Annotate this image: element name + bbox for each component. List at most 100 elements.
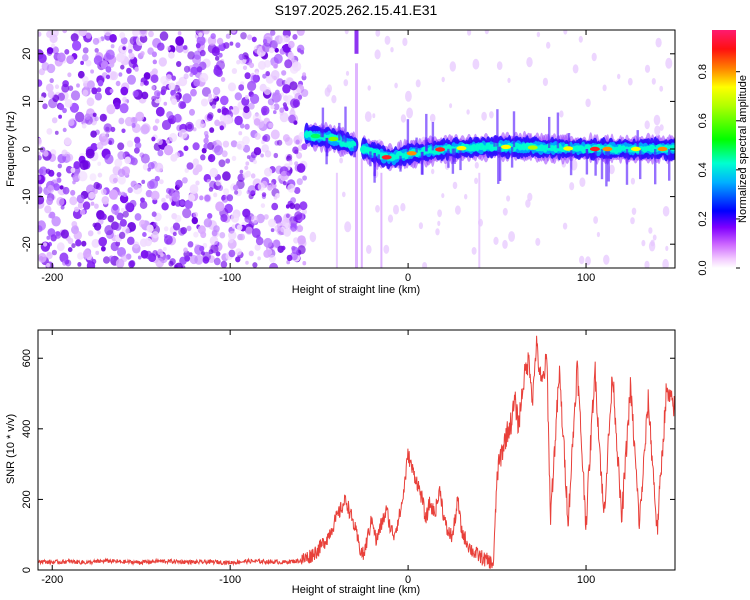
spectrogram-faint-blob: [585, 98, 591, 108]
spectrogram-noise-blob: [195, 164, 203, 173]
spectrogram-noise-blob: [140, 250, 149, 259]
spectrogram-noise-blob: [100, 188, 107, 196]
spectrogram-noise-blob: [127, 187, 133, 194]
spectrogram-noise-blob: [180, 152, 184, 157]
spectrogram-noise-blob: [204, 134, 209, 139]
spectrogram-noise-blob: [302, 72, 307, 77]
spectrogram-noise-blob: [268, 218, 276, 228]
spectrogram-faint-blob: [579, 255, 585, 265]
spectrogram-noise-blob: [231, 224, 236, 229]
spectrogram-noise-blob: [197, 225, 206, 235]
spectrogram-noise-blob: [238, 84, 245, 91]
spectrogram-signal-spike: [625, 149, 629, 185]
spectrogram-noise-blob: [104, 225, 114, 236]
spectrogram-noise-blob: [142, 232, 147, 237]
spectrogram-noise-blob: [118, 72, 123, 77]
spectrogram-noise-blob: [290, 197, 296, 204]
spectrogram-noise-blob: [71, 221, 78, 228]
spectrogram-noise-blob: [265, 71, 271, 77]
spectrogram-signal-spike: [548, 116, 551, 148]
spectrogram-noise-blob: [58, 103, 65, 111]
spectrogram-noise-blob: [149, 178, 159, 189]
spectrogram-noise-blob: [234, 190, 239, 195]
spectrogram-noise-blob: [211, 104, 216, 109]
spectrogram-noise-blob: [175, 43, 184, 53]
spectrogram-faint-blob: [569, 182, 575, 191]
spectrogram-faint-blob: [572, 64, 579, 74]
spectrogram-noise-blob: [96, 87, 102, 93]
spectrogram-noise-blob: [119, 219, 127, 227]
spectrogram-noise-blob: [80, 60, 84, 65]
spectrogram-noise-blob: [163, 226, 169, 232]
spectrogram-signal-spike: [668, 149, 671, 181]
spectrogram-noise-blob: [260, 105, 270, 116]
spectrogram-noise-blob: [238, 131, 243, 136]
spectrogram-faint-blob: [375, 30, 381, 37]
spectrogram-noise-blob: [184, 168, 189, 173]
spectrogram-noise-blob: [92, 37, 100, 45]
spectrogram-noise-blob: [120, 86, 129, 96]
spectrogram-faint-blob: [536, 31, 541, 38]
spectrogram-faint-blob: [508, 231, 515, 242]
spectrogram-noise-blob: [195, 118, 205, 129]
spectrogram-noise-blob: [215, 68, 223, 78]
spectrogram-noise-blob: [150, 74, 159, 83]
spectrogram-noise-blob: [97, 172, 103, 178]
spectrogram-noise-blob: [82, 54, 89, 62]
spectrogram-noise-blob: [117, 151, 126, 160]
spectrogram-noise-blob: [150, 190, 160, 201]
spectrogram-noise-blob: [207, 142, 215, 150]
spectrogram-signal-spike: [353, 145, 356, 158]
spectrogram-noise-blob: [108, 140, 113, 145]
spectrogram-noise-blob: [274, 47, 279, 53]
spectrogram-noise-blob: [192, 127, 197, 132]
spectrogram-noise-blob: [291, 227, 296, 233]
spectrogram-noise-blob: [126, 67, 132, 74]
spectrogram-noise-blob: [163, 246, 167, 252]
spectrogram-signal-spike: [451, 148, 455, 174]
spectrogram-noise-blob: [90, 201, 95, 206]
spectrogram-hotspot: [501, 144, 511, 150]
spectrogram-noise-blob: [156, 92, 161, 97]
spectrogram-noise-blob: [157, 138, 163, 145]
spectrogram-noise-blob: [207, 213, 213, 219]
spectrogram-noise-blob: [151, 51, 157, 58]
spectrogram-noise-blob: [254, 132, 261, 140]
spectrogram-y-tick-label: -10: [21, 189, 33, 205]
spectrogram-noise-blob: [294, 161, 299, 166]
spectrogram-faint-blob: [579, 177, 586, 187]
spectrogram-faint-blob: [602, 84, 607, 92]
spectrogram-noise-blob: [43, 242, 48, 247]
spectrogram-noise-blob: [38, 151, 41, 157]
spectrogram-noise-blob: [81, 123, 87, 129]
spectrogram-y-tick-label: 0: [21, 146, 33, 152]
spectrogram-noise-blob: [117, 191, 122, 196]
spectrogram-noise-blob: [137, 255, 142, 260]
snr-x-tick-label: -100: [219, 574, 241, 586]
spectrogram-noise-blob: [46, 197, 53, 206]
spectrogram-noise-blob: [153, 222, 158, 227]
spectrogram-noise-blob: [273, 53, 283, 64]
spectrogram-noise-blob: [273, 239, 281, 248]
spectrogram-noise-blob: [236, 224, 243, 231]
spectrogram-noise-blob: [235, 248, 242, 256]
spectrogram-signal-spike: [406, 119, 410, 154]
spectrogram-noise-blob: [91, 238, 100, 248]
spectrogram-noise-blob: [83, 249, 91, 258]
snr-y-label: SNR (10 * v/v): [5, 414, 17, 484]
spectrogram-signal-spike: [639, 149, 642, 180]
snr-y-tick-label: 400: [21, 420, 33, 438]
spectrogram-noise-blob: [160, 89, 166, 96]
spectrogram-noise-blob: [244, 165, 249, 170]
spectrogram-noise-blob: [270, 104, 275, 110]
spectrogram-noise-blob: [155, 106, 165, 117]
spectrogram-noise-blob: [247, 34, 253, 41]
spectrogram-noise-blob: [66, 55, 75, 65]
spectrogram-noise-blob: [189, 108, 195, 116]
spectrogram-noise-blob: [198, 32, 203, 38]
spectrogram-noise-blob: [184, 121, 194, 132]
spectrogram-noise-blob: [215, 179, 222, 187]
spectrogram-faint-blob: [585, 256, 591, 266]
spectrogram-faint-blob: [374, 49, 381, 60]
spectrogram-noise-blob: [52, 46, 59, 54]
